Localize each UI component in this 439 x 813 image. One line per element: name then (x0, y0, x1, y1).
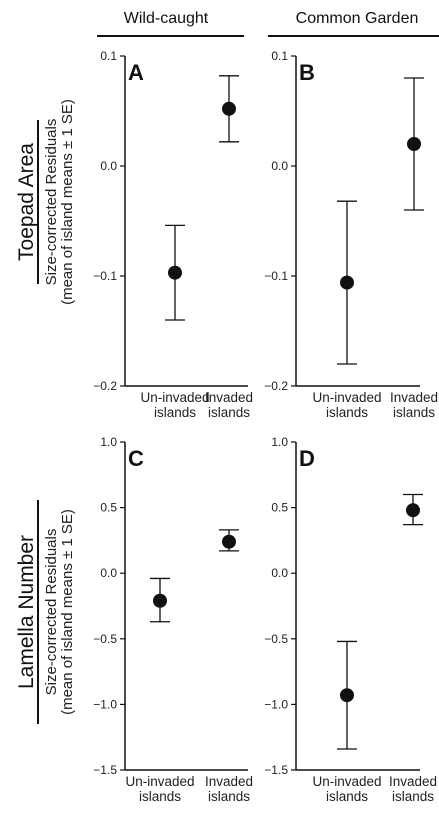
category-label: Un-invaded (140, 390, 209, 405)
category-label: islands (139, 789, 181, 804)
data-point (407, 137, 421, 151)
row-title-lamella-number: Lamella Number (15, 535, 38, 689)
panel-letter: A (128, 60, 144, 85)
column-header-common-garden: Common Garden (296, 10, 419, 27)
row-subtitle-line1: Size-corrected Residuals (43, 119, 60, 286)
row-subtitle-group: Size-corrected Residuals (43, 119, 60, 286)
category-label: islands (208, 789, 250, 804)
row-subtitle-group: (mean of island means ± 1 SE) (59, 509, 76, 715)
category-label: islands (393, 405, 435, 420)
column-header-wild-caught: Wild-caught (124, 10, 209, 27)
category-label: Un-invaded (312, 390, 381, 405)
y-tick-label: 0.0 (100, 566, 117, 580)
y-tick-label: −1.5 (264, 763, 288, 777)
row-label-toepad: Toepad Area (15, 143, 38, 261)
y-tick-label: 1.0 (100, 435, 117, 449)
panel-letter: B (299, 60, 315, 85)
data-point (168, 265, 182, 280)
data-point (406, 503, 420, 518)
category-label: Invaded (205, 774, 253, 789)
y-tick-label: 1.0 (271, 435, 288, 449)
panel-b-chart: −0.2−0.10.00.1BUn-invadedislandsInvadedi… (264, 49, 438, 420)
y-tick-label: 0.5 (271, 501, 288, 515)
category-label: islands (154, 405, 196, 420)
category-label: Invaded (205, 390, 253, 405)
category-label: Invaded (389, 774, 437, 789)
y-tick-label: −1.0 (93, 697, 117, 711)
data-point (340, 275, 354, 290)
panel-c-chart: −1.5−1.0−0.50.00.51.0CUn-invadedislandsI… (93, 435, 253, 804)
y-tick-label: −0.5 (93, 632, 117, 646)
panel-d-chart: −1.5−1.0−0.50.00.51.0DUn-invadedislandsI… (264, 435, 437, 804)
category-label: Un-invaded (125, 774, 194, 789)
y-tick-label: 0.0 (271, 159, 288, 173)
panel-letter: C (128, 446, 144, 471)
row-subtitle-line2: (mean of island means ± 1 SE) (59, 509, 76, 715)
panel-letter: D (299, 446, 315, 471)
row-subtitle-group: (mean of island means ± 1 SE) (59, 99, 76, 305)
category-label: islands (208, 405, 250, 420)
data-point (340, 688, 354, 703)
y-tick-label: −0.5 (264, 632, 288, 646)
y-tick-label: −1.5 (93, 763, 117, 777)
y-tick-label: 0.1 (271, 49, 288, 63)
row-label-lamella: Lamella Number (15, 535, 38, 689)
y-tick-label: −0.2 (264, 379, 288, 393)
row-title-toepad-area: Toepad Area (15, 143, 38, 261)
data-point (153, 593, 167, 608)
panel-a-chart: −0.2−0.10.00.1AUn-invadedislandsInvadedi… (93, 49, 253, 420)
y-tick-label: −0.2 (93, 379, 117, 393)
data-point (222, 101, 236, 116)
category-label: Invaded (390, 390, 438, 405)
category-label: Un-invaded (312, 774, 381, 789)
y-tick-label: 0.0 (100, 159, 117, 173)
category-label: islands (326, 789, 368, 804)
row-subtitle-line2: (mean of island means ± 1 SE) (59, 99, 76, 305)
y-tick-label: 0.5 (100, 501, 117, 515)
row-subtitle-group: Size-corrected Residuals (43, 529, 60, 696)
row-subtitle-line1: Size-corrected Residuals (43, 529, 60, 696)
category-label: islands (326, 405, 368, 420)
y-tick-label: −0.1 (93, 269, 117, 283)
y-tick-label: 0.0 (271, 566, 288, 580)
y-tick-label: 0.1 (100, 49, 117, 63)
y-tick-label: −1.0 (264, 697, 288, 711)
category-label: islands (392, 789, 434, 804)
y-tick-label: −0.1 (264, 269, 288, 283)
data-point (222, 534, 236, 549)
